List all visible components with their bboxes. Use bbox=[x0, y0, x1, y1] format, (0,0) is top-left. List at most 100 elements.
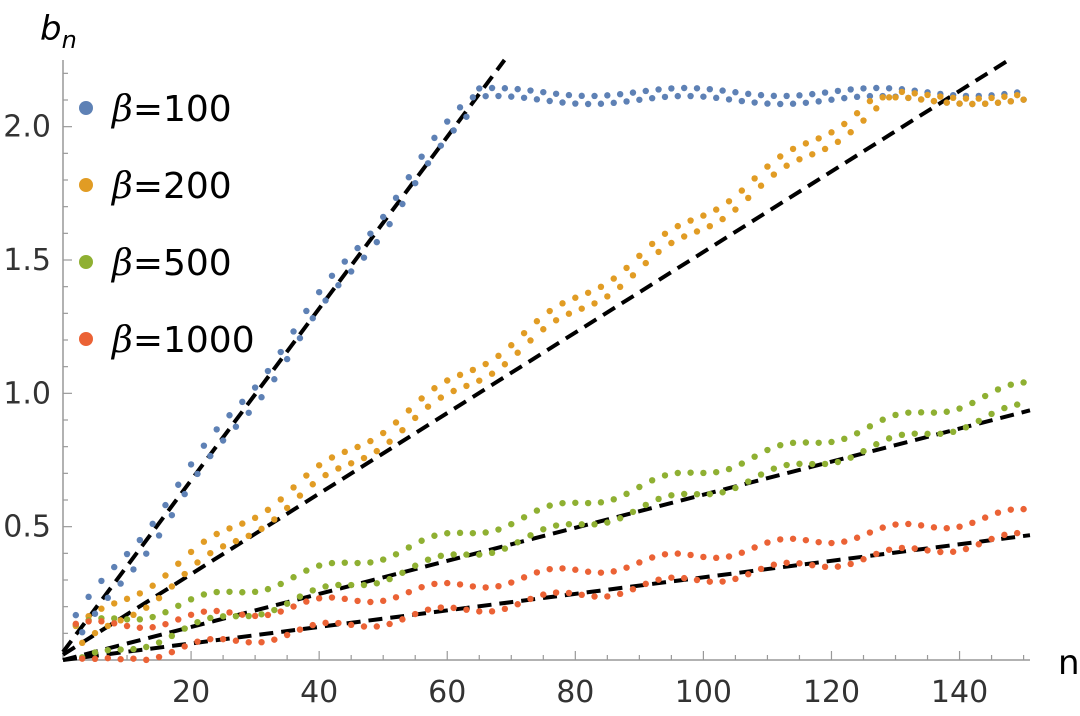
data-point bbox=[143, 550, 150, 557]
data-point bbox=[424, 160, 432, 167]
data-point bbox=[207, 549, 214, 557]
data-point bbox=[232, 423, 240, 430]
data-point bbox=[219, 543, 227, 550]
data-point bbox=[853, 534, 861, 541]
data-point bbox=[687, 551, 694, 559]
axis-labels: bn n bbox=[40, 9, 1080, 683]
data-point bbox=[431, 532, 438, 539]
data-point bbox=[565, 521, 573, 528]
data-point bbox=[693, 85, 701, 92]
data-point bbox=[584, 100, 592, 108]
data-point bbox=[379, 429, 387, 437]
data-point bbox=[501, 545, 509, 552]
data-point bbox=[949, 548, 957, 555]
data-point bbox=[584, 568, 592, 575]
data-point bbox=[943, 99, 950, 106]
data-point bbox=[969, 399, 976, 407]
data-point bbox=[424, 403, 432, 410]
data-point bbox=[251, 612, 259, 620]
data-point bbox=[367, 230, 374, 237]
data-point bbox=[360, 581, 368, 589]
series-4 bbox=[72, 505, 1027, 664]
x-tick-label: 140 bbox=[931, 675, 988, 710]
data-point bbox=[354, 559, 361, 567]
data-point bbox=[175, 602, 182, 609]
data-point bbox=[885, 94, 893, 101]
data-point bbox=[328, 594, 336, 601]
data-point bbox=[648, 477, 656, 484]
data-point bbox=[91, 629, 99, 637]
data-point bbox=[917, 522, 925, 529]
data-point bbox=[636, 483, 643, 491]
data-point bbox=[143, 656, 150, 664]
data-point bbox=[847, 86, 854, 93]
data-point bbox=[405, 407, 413, 414]
data-point bbox=[969, 100, 976, 108]
data-point bbox=[303, 567, 310, 574]
data-point bbox=[616, 515, 624, 522]
data-point bbox=[431, 580, 438, 588]
data-point bbox=[533, 96, 541, 103]
data-point bbox=[111, 620, 118, 627]
data-point bbox=[424, 556, 432, 563]
data-point bbox=[181, 643, 188, 650]
data-point bbox=[354, 443, 361, 451]
data-point bbox=[412, 179, 419, 187]
data-point bbox=[175, 481, 182, 488]
data-point bbox=[751, 453, 758, 460]
data-point bbox=[674, 222, 681, 230]
data-point bbox=[546, 565, 553, 573]
data-point bbox=[335, 581, 342, 589]
data-point bbox=[648, 240, 656, 248]
data-point bbox=[450, 551, 457, 558]
data-point bbox=[732, 484, 739, 492]
data-point bbox=[962, 545, 970, 553]
data-point bbox=[860, 448, 867, 455]
data-point bbox=[111, 615, 118, 622]
data-point bbox=[290, 574, 297, 581]
legend-marker-1 bbox=[79, 101, 93, 115]
data-point bbox=[873, 84, 880, 92]
data-point bbox=[392, 551, 400, 558]
data-point bbox=[706, 578, 714, 585]
data-point bbox=[495, 352, 502, 360]
data-point bbox=[527, 595, 534, 603]
data-point bbox=[565, 589, 573, 597]
data-point bbox=[104, 594, 112, 602]
data-point bbox=[200, 591, 208, 598]
data-point bbox=[591, 593, 598, 600]
data-point bbox=[91, 610, 99, 617]
data-point bbox=[207, 635, 214, 643]
data-point bbox=[719, 489, 726, 496]
data-point bbox=[482, 360, 489, 368]
data-point bbox=[130, 611, 137, 619]
data-point bbox=[437, 552, 445, 560]
data-point bbox=[738, 549, 746, 556]
data-point bbox=[1001, 531, 1008, 539]
data-point bbox=[111, 600, 118, 607]
data-point bbox=[264, 367, 272, 375]
data-point bbox=[322, 619, 329, 627]
data-point bbox=[751, 175, 758, 182]
data-point bbox=[591, 521, 598, 528]
data-point bbox=[540, 526, 547, 533]
data-point bbox=[834, 458, 842, 466]
data-point bbox=[354, 244, 361, 252]
data-point bbox=[783, 92, 790, 100]
data-point bbox=[264, 585, 272, 593]
data-point bbox=[898, 431, 906, 439]
data-point bbox=[815, 135, 822, 142]
data-point bbox=[283, 600, 291, 607]
data-point bbox=[72, 611, 80, 619]
data-point bbox=[713, 468, 720, 476]
data-point bbox=[789, 439, 797, 447]
data-point bbox=[796, 460, 803, 468]
fit-line-2 bbox=[61, 58, 1010, 657]
data-point bbox=[674, 469, 681, 477]
data-point bbox=[796, 156, 803, 163]
data-point bbox=[200, 538, 208, 545]
data-point bbox=[680, 233, 688, 240]
data-point bbox=[719, 215, 726, 223]
data-point bbox=[789, 535, 797, 542]
